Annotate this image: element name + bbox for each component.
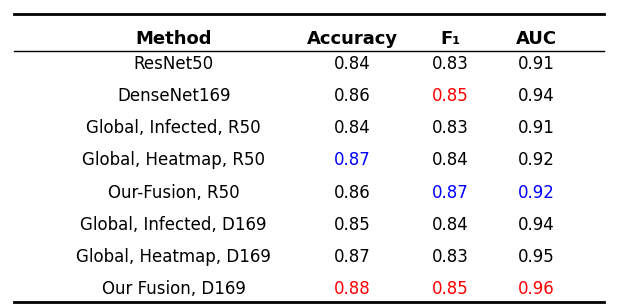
Text: Method: Method [135, 30, 212, 48]
Text: 0.84: 0.84 [334, 119, 370, 137]
Text: Global, Infected, D169: Global, Infected, D169 [80, 216, 267, 234]
Text: Global, Heatmap, D169: Global, Heatmap, D169 [76, 248, 271, 266]
Text: Our Fusion, D169: Our Fusion, D169 [102, 281, 245, 298]
Text: 0.85: 0.85 [432, 281, 469, 298]
Text: ResNet50: ResNet50 [133, 54, 214, 73]
Text: 0.88: 0.88 [334, 281, 370, 298]
Text: 0.85: 0.85 [334, 216, 370, 234]
Text: 0.96: 0.96 [519, 281, 555, 298]
Text: 0.87: 0.87 [334, 151, 370, 169]
Text: 0.87: 0.87 [334, 248, 370, 266]
Text: 0.87: 0.87 [432, 184, 469, 202]
Text: 0.85: 0.85 [432, 87, 469, 105]
Text: 0.83: 0.83 [432, 54, 469, 73]
Text: 0.83: 0.83 [432, 248, 469, 266]
Text: 0.95: 0.95 [519, 248, 555, 266]
Text: F₁: F₁ [441, 30, 460, 48]
Text: 0.91: 0.91 [519, 54, 555, 73]
Text: Global, Infected, R50: Global, Infected, R50 [87, 119, 261, 137]
Text: 0.84: 0.84 [334, 54, 370, 73]
Text: Accuracy: Accuracy [307, 30, 397, 48]
Text: 0.94: 0.94 [519, 216, 555, 234]
Text: DenseNet169: DenseNet169 [117, 87, 231, 105]
Text: 0.83: 0.83 [432, 119, 469, 137]
Text: 0.84: 0.84 [432, 151, 469, 169]
Text: AUC: AUC [516, 30, 557, 48]
Text: 0.92: 0.92 [519, 151, 555, 169]
Text: Global, Heatmap, R50: Global, Heatmap, R50 [82, 151, 265, 169]
Text: 0.92: 0.92 [519, 184, 555, 202]
Text: 0.91: 0.91 [519, 119, 555, 137]
Text: 0.86: 0.86 [334, 87, 370, 105]
Text: 0.86: 0.86 [334, 184, 370, 202]
Text: Our-Fusion, R50: Our-Fusion, R50 [108, 184, 239, 202]
Text: 0.84: 0.84 [432, 216, 469, 234]
Text: 0.94: 0.94 [519, 87, 555, 105]
